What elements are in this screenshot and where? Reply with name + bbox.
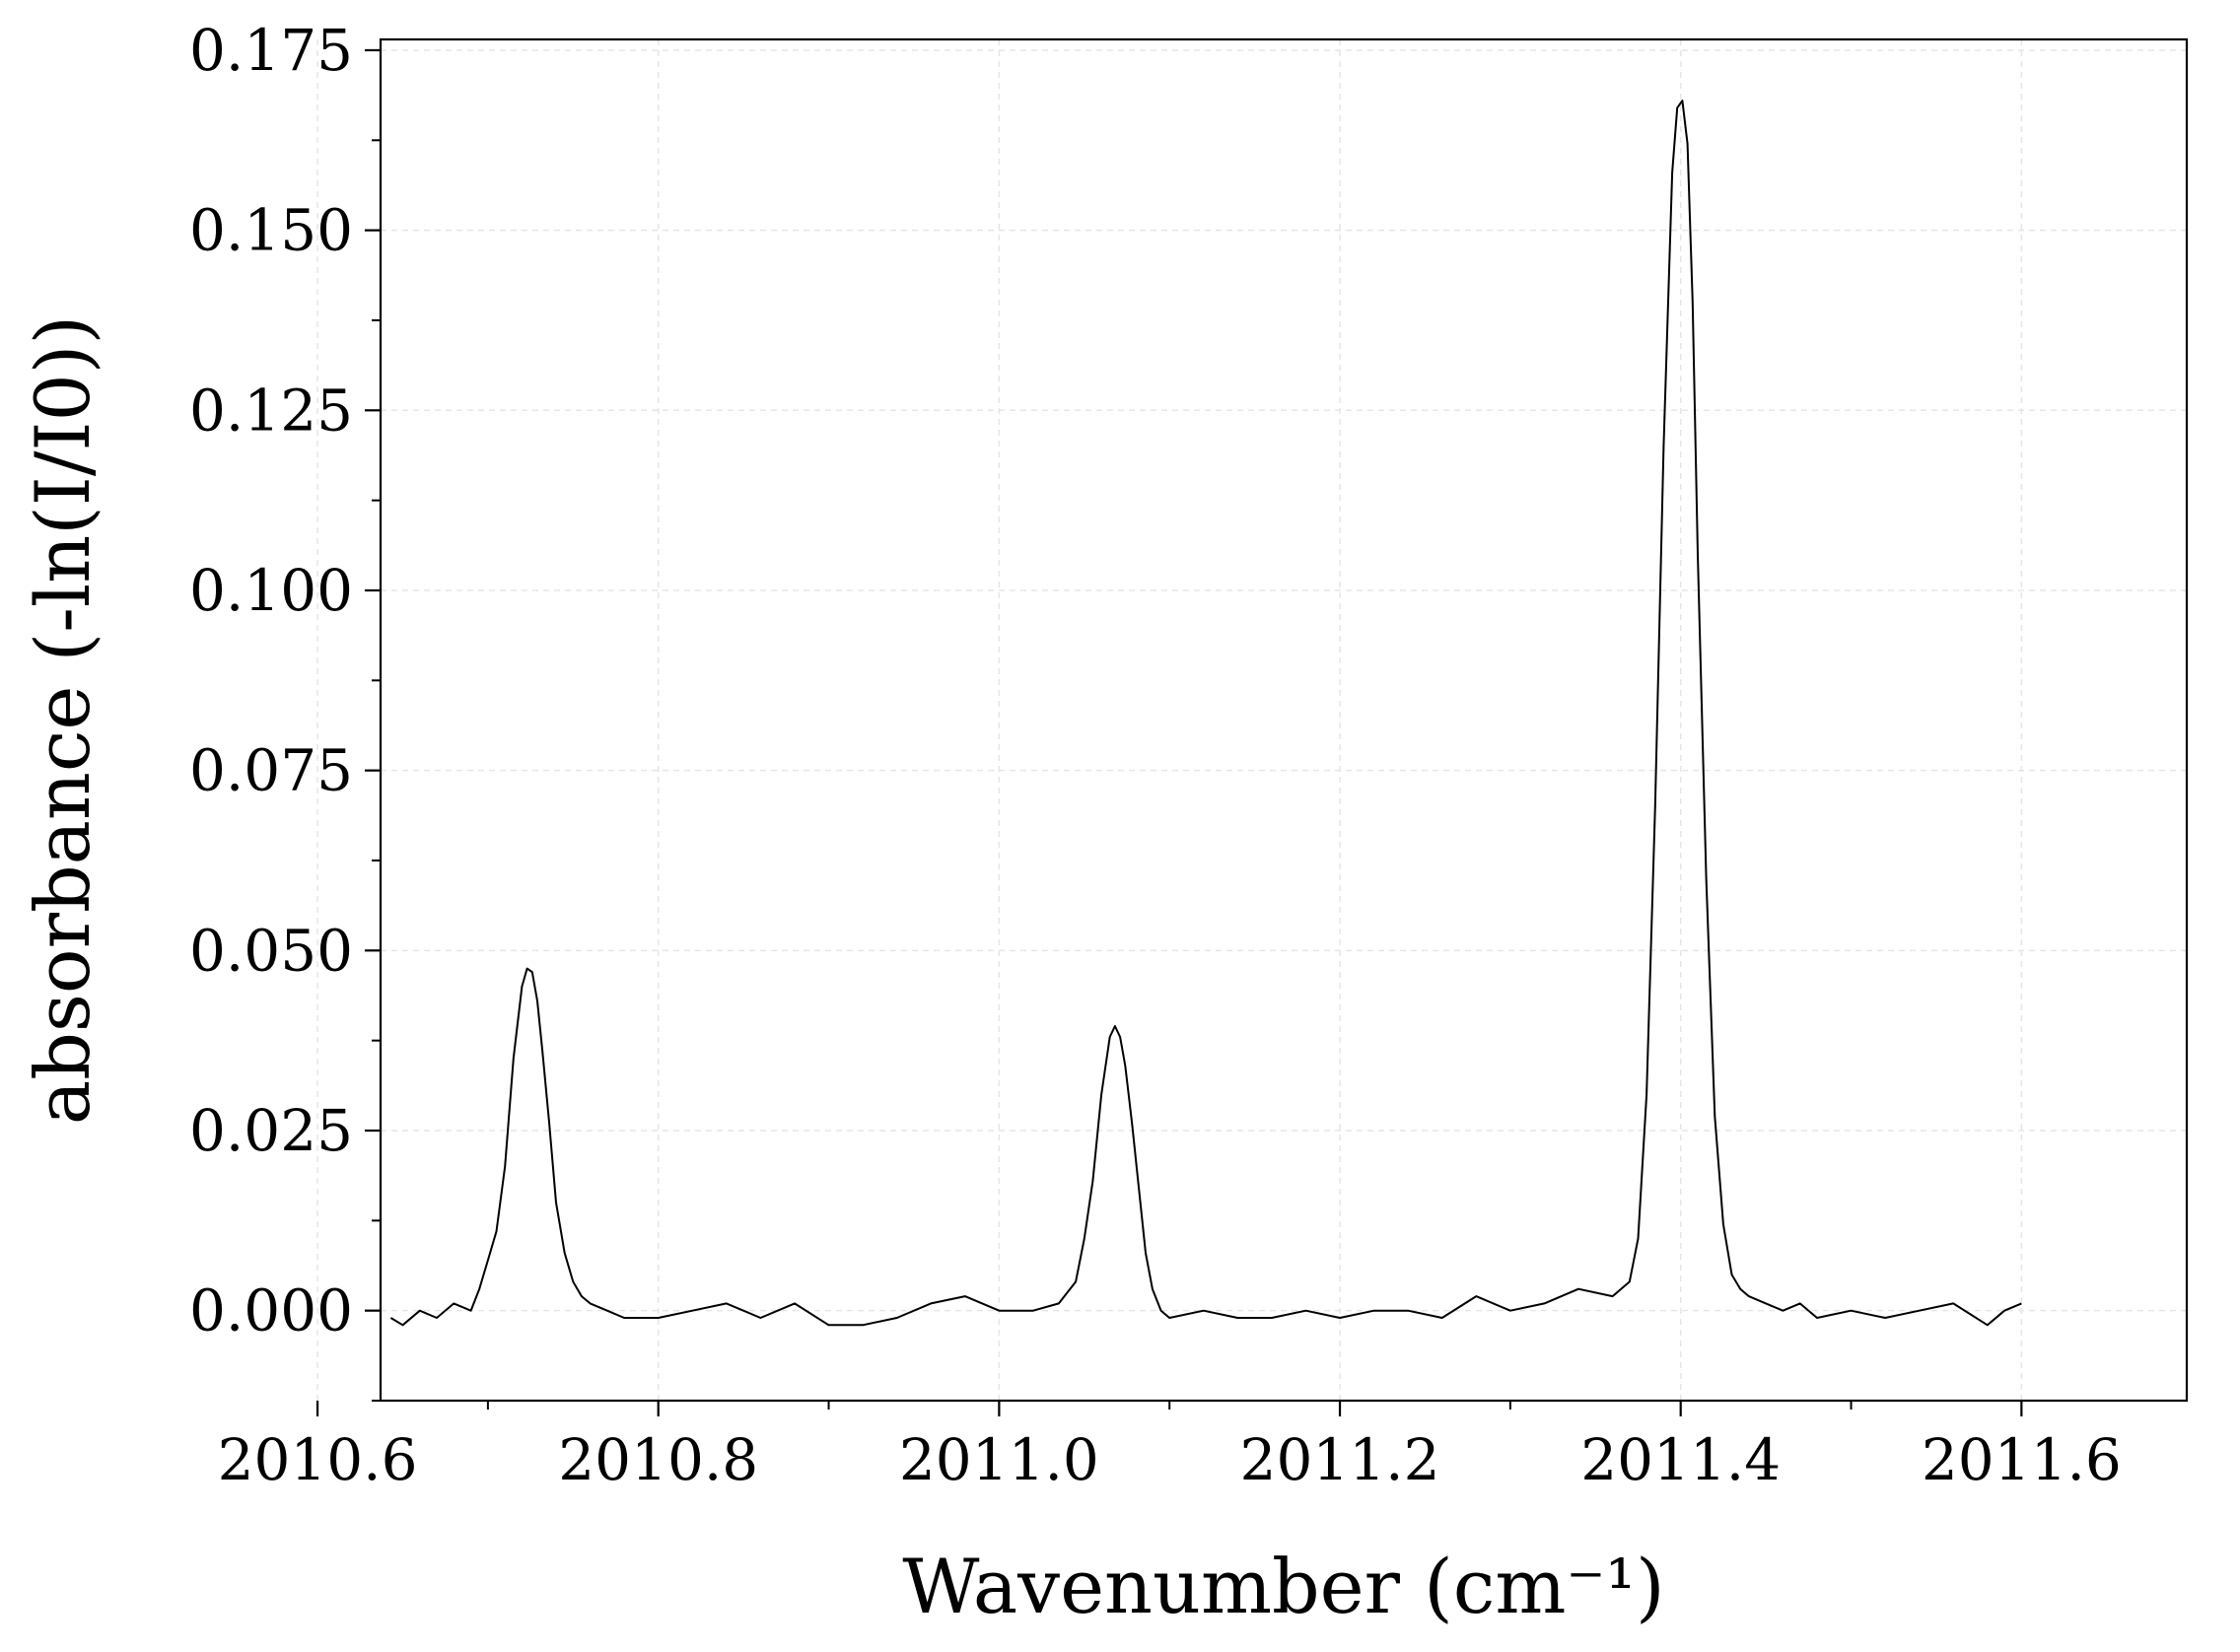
x-tick-label: 2011.2 xyxy=(1240,1426,1440,1493)
y-tick-label: 0.075 xyxy=(189,737,353,804)
y-axis-label: absorbance (-ln(I/I0)) xyxy=(19,315,106,1125)
y-tick-label: 0.050 xyxy=(189,917,353,984)
spectrum-line xyxy=(389,100,2022,1327)
x-tick-label: 2011.6 xyxy=(1922,1426,2122,1493)
grid-lines xyxy=(316,39,2187,1401)
y-tick-label: 0.150 xyxy=(189,197,353,264)
axis-tick-labels: 2010.6 2010.8 2011.0 2011.2 2011.4 2011.6 0.00… xyxy=(189,17,2122,1493)
x-tick-label: 2011.4 xyxy=(1580,1426,1781,1493)
y-tick-label: 0.025 xyxy=(189,1097,353,1164)
y-tick-label: 0.125 xyxy=(189,377,353,444)
axis-ticks xyxy=(315,48,2023,1416)
y-tick-label: 0.175 xyxy=(189,17,353,84)
x-tick-label: 2010.8 xyxy=(558,1426,758,1493)
x-tick-label: 2011.0 xyxy=(899,1426,1099,1493)
x-axis-label: Wavenumber (cm⁻¹) xyxy=(902,1543,1664,1630)
plot-area-frame xyxy=(379,37,2189,1403)
series-layer xyxy=(389,100,2022,1327)
y-tick-label: 0.000 xyxy=(189,1277,353,1344)
y-tick-label: 0.100 xyxy=(189,557,353,624)
x-tick-label: 2010.6 xyxy=(218,1426,418,1493)
